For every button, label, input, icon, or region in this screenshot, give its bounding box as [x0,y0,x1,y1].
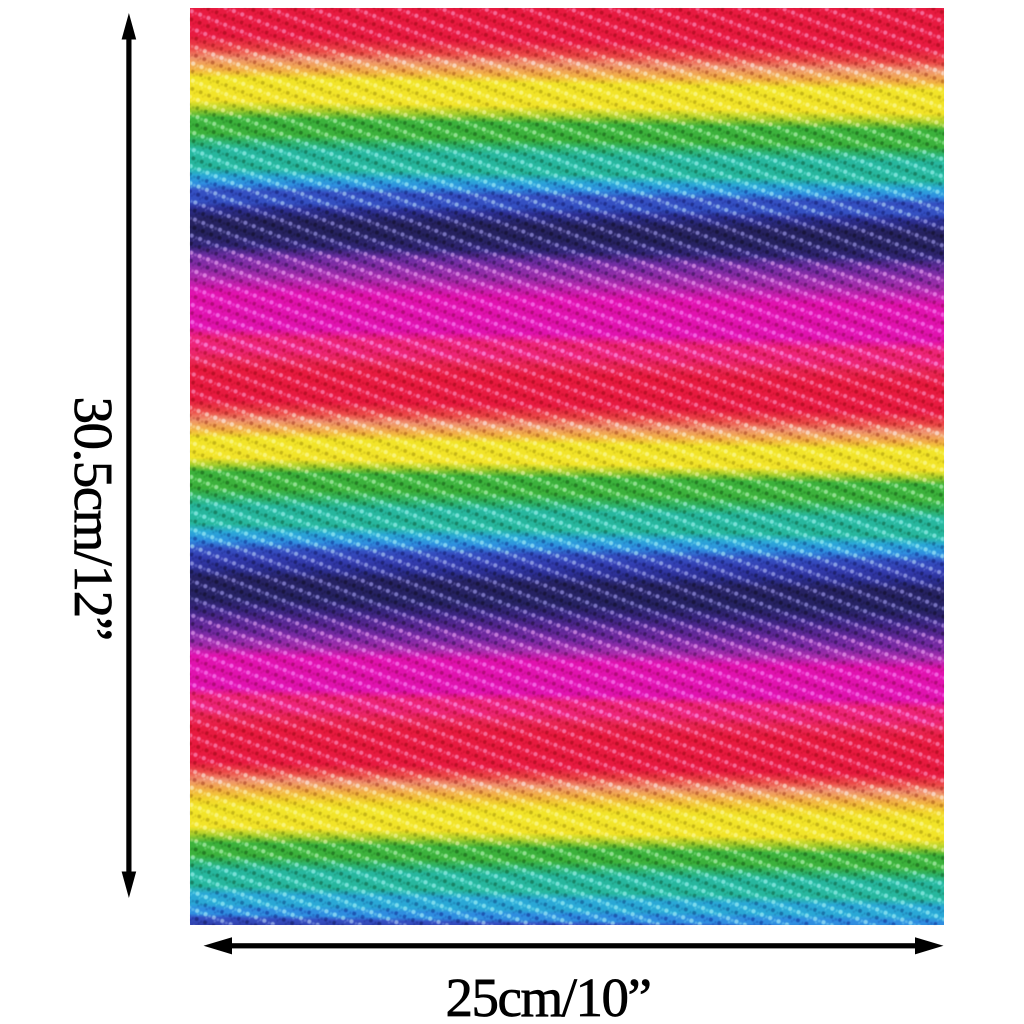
svg-text:25cm/10”: 25cm/10” [446,967,651,1024]
svg-text:30.5cm/12”: 30.5cm/12” [63,396,124,639]
